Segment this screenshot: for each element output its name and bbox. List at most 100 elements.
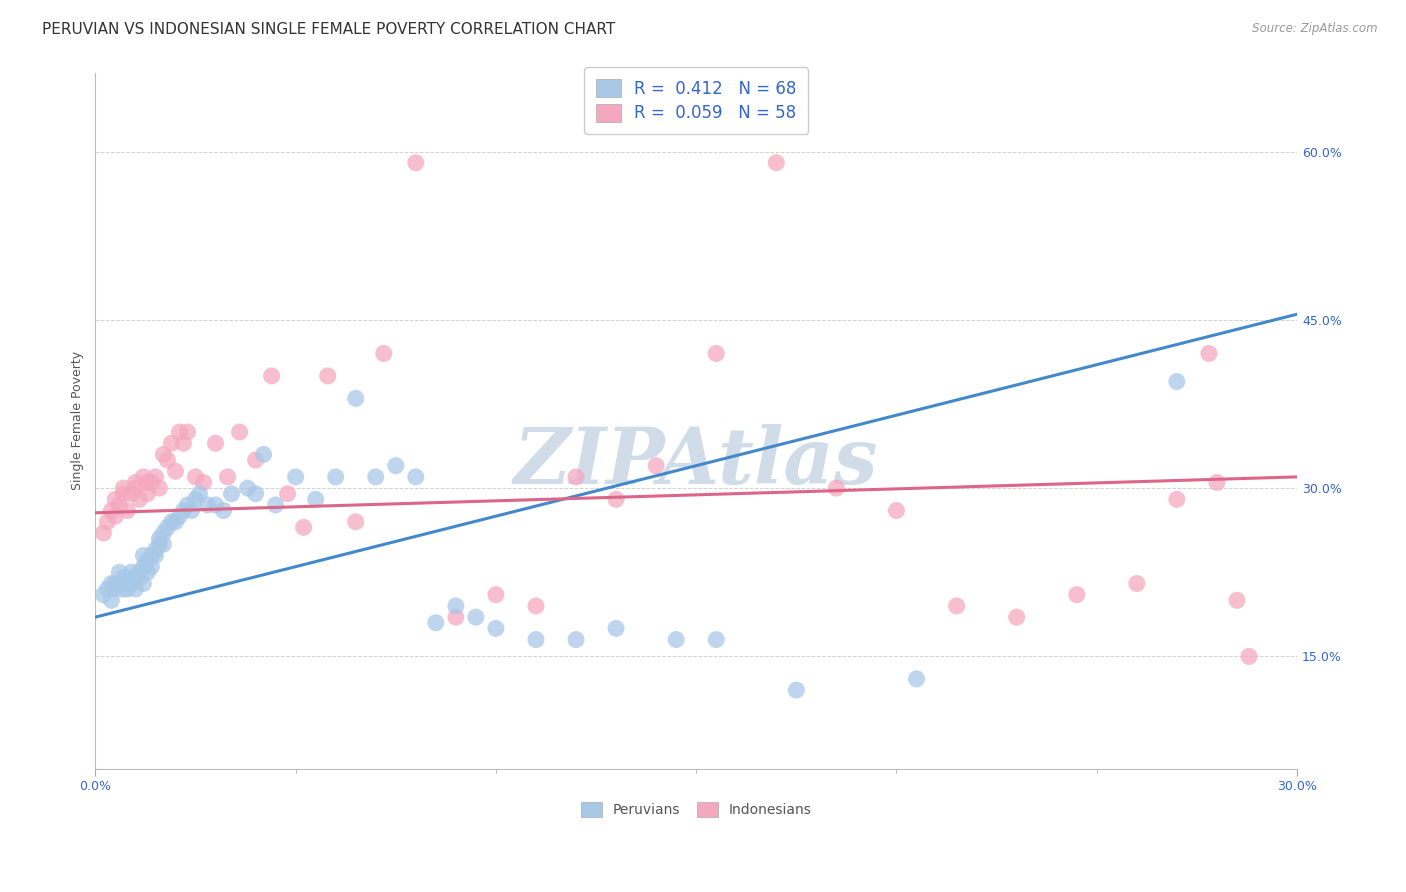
Point	[169, 509, 191, 524]
Point	[1066, 588, 1088, 602]
Point	[524, 599, 547, 613]
Point	[236, 481, 259, 495]
Point	[156, 520, 179, 534]
Point	[165, 515, 187, 529]
Point	[104, 509, 127, 524]
Point	[120, 576, 142, 591]
Point	[945, 599, 967, 613]
Point	[565, 470, 588, 484]
Point	[245, 487, 267, 501]
Point	[160, 515, 183, 529]
Point	[264, 498, 287, 512]
Point	[565, 632, 588, 647]
Point	[120, 487, 142, 501]
Point	[292, 520, 315, 534]
Point	[100, 576, 122, 591]
Text: ZIPAtlas: ZIPAtlas	[515, 425, 879, 500]
Point	[132, 576, 155, 591]
Point	[152, 447, 174, 461]
Point	[112, 582, 135, 596]
Point	[785, 683, 807, 698]
Point	[145, 470, 167, 484]
Point	[96, 582, 118, 596]
Point	[180, 503, 202, 517]
Point	[1198, 346, 1220, 360]
Point	[217, 470, 239, 484]
Point	[193, 475, 215, 490]
Point	[645, 458, 668, 473]
Point	[444, 599, 467, 613]
Point	[252, 447, 274, 461]
Point	[316, 368, 339, 383]
Point	[108, 566, 131, 580]
Point	[172, 503, 194, 517]
Point	[141, 559, 163, 574]
Point	[93, 588, 115, 602]
Point	[524, 632, 547, 647]
Point	[148, 532, 170, 546]
Point	[344, 515, 367, 529]
Point	[108, 498, 131, 512]
Point	[204, 498, 226, 512]
Point	[117, 582, 139, 596]
Point	[100, 593, 122, 607]
Point	[124, 582, 146, 596]
Point	[152, 526, 174, 541]
Point	[169, 425, 191, 439]
Point	[104, 492, 127, 507]
Point	[112, 481, 135, 495]
Point	[160, 436, 183, 450]
Point	[128, 566, 150, 580]
Point	[221, 487, 243, 501]
Point	[136, 487, 159, 501]
Point	[136, 554, 159, 568]
Point	[665, 632, 688, 647]
Point	[444, 610, 467, 624]
Point	[184, 470, 207, 484]
Point	[117, 571, 139, 585]
Point	[117, 503, 139, 517]
Point	[184, 492, 207, 507]
Text: Source: ZipAtlas.com: Source: ZipAtlas.com	[1253, 22, 1378, 36]
Point	[165, 464, 187, 478]
Point	[112, 571, 135, 585]
Point	[886, 503, 908, 517]
Point	[405, 155, 427, 169]
Point	[124, 475, 146, 490]
Point	[605, 492, 627, 507]
Point	[188, 487, 211, 501]
Point	[152, 537, 174, 551]
Point	[124, 481, 146, 495]
Point	[245, 453, 267, 467]
Point	[104, 582, 127, 596]
Point	[145, 542, 167, 557]
Point	[1126, 576, 1149, 591]
Point	[464, 610, 486, 624]
Point	[112, 487, 135, 501]
Point	[765, 155, 787, 169]
Point	[108, 576, 131, 591]
Point	[128, 492, 150, 507]
Point	[364, 470, 387, 484]
Point	[228, 425, 250, 439]
Point	[132, 559, 155, 574]
Point	[145, 549, 167, 563]
Point	[277, 487, 299, 501]
Point	[425, 615, 447, 630]
Point	[132, 549, 155, 563]
Point	[100, 503, 122, 517]
Text: PERUVIAN VS INDONESIAN SINGLE FEMALE POVERTY CORRELATION CHART: PERUVIAN VS INDONESIAN SINGLE FEMALE POV…	[42, 22, 616, 37]
Point	[905, 672, 928, 686]
Point	[96, 515, 118, 529]
Point	[212, 503, 235, 517]
Point	[1226, 593, 1249, 607]
Point	[405, 470, 427, 484]
Point	[1237, 649, 1260, 664]
Point	[825, 481, 848, 495]
Point	[141, 475, 163, 490]
Point	[284, 470, 307, 484]
Y-axis label: Single Female Poverty: Single Female Poverty	[72, 351, 84, 491]
Point	[104, 576, 127, 591]
Point	[485, 621, 508, 635]
Point	[112, 576, 135, 591]
